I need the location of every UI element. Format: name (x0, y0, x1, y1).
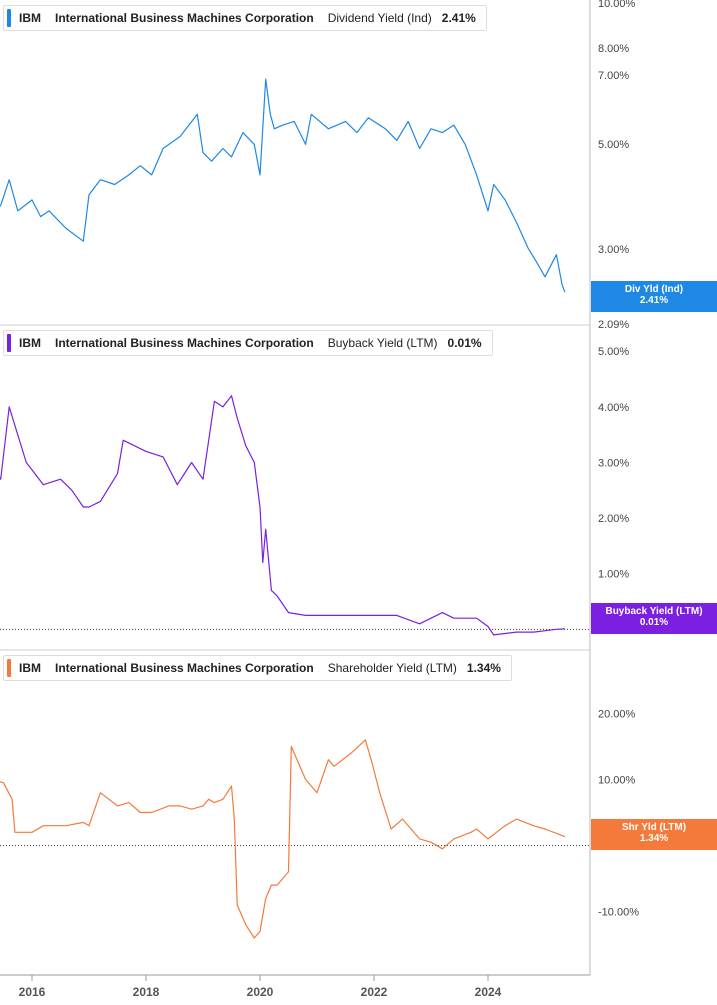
y-tick-label: 8.00% (598, 43, 629, 55)
series-line (0, 78, 566, 293)
y-tick-label: 2.09% (598, 319, 629, 331)
x-tick-label: 2020 (246, 985, 274, 999)
y-tick-label: 7.00% (598, 70, 629, 82)
tag-value: 2.41% (639, 295, 669, 306)
y-tick-label: 5.00% (598, 346, 629, 358)
series-line (0, 739, 566, 939)
x-tick-label: 2022 (360, 985, 388, 999)
legend-dividend-yield: IBM International Business Machines Corp… (3, 5, 487, 31)
y-tick-label: 5.00% (598, 139, 629, 151)
legend-ticker: IBM (19, 661, 41, 675)
legend-value: 2.41% (441, 11, 476, 25)
tag-value: 1.34% (639, 833, 669, 844)
value-tag-buyback: Buyback Yield (LTM) 0.01% (591, 603, 717, 634)
y-tick-label: 2.00% (598, 513, 629, 525)
y-tick-label: 3.00% (598, 244, 629, 256)
y-tick-label: 1.00% (598, 569, 629, 581)
y-tick-label: 10.00% (598, 774, 636, 786)
tag-title: Div Yld (Ind) (624, 284, 684, 295)
tag-title: Shr Yld (LTM) (621, 822, 687, 833)
series-swatch (7, 659, 11, 677)
y-tick-label: 4.00% (598, 402, 629, 414)
y-tick-label: 10.00% (598, 0, 636, 10)
y-tick-label: -10.00% (598, 907, 639, 919)
value-tag-dividend: Div Yld (Ind) 2.41% (591, 281, 717, 312)
legend-value: 0.01% (447, 336, 482, 350)
legend-metric: Shareholder Yield (LTM) (327, 661, 457, 675)
legend-buyback-yield: IBM International Business Machines Corp… (3, 330, 493, 356)
value-tag-shareholder: Shr Yld (LTM) 1.34% (591, 819, 717, 850)
legend-company: International Business Machines Corporat… (55, 11, 314, 25)
tag-title: Buyback Yield (LTM) (605, 606, 703, 617)
legend-metric: Dividend Yield (Ind) (327, 11, 432, 25)
legend-company: International Business Machines Corporat… (55, 661, 314, 675)
legend-company: International Business Machines Corporat… (55, 336, 314, 350)
x-tick-label: 2016 (18, 985, 46, 999)
series-line (0, 395, 565, 636)
y-tick-label: 20.00% (598, 708, 636, 720)
legend-shareholder-yield: IBM International Business Machines Corp… (3, 655, 512, 681)
x-tick-label: 2024 (474, 985, 502, 999)
series-swatch (7, 334, 11, 352)
legend-ticker: IBM (19, 336, 41, 350)
legend-value: 1.34% (466, 661, 501, 675)
x-tick-label: 2018 (132, 985, 160, 999)
legend-ticker: IBM (19, 11, 41, 25)
tag-value: 0.01% (639, 617, 669, 628)
series-swatch (7, 9, 11, 27)
y-tick-label: 3.00% (598, 457, 629, 469)
legend-metric: Buyback Yield (LTM) (327, 336, 438, 350)
